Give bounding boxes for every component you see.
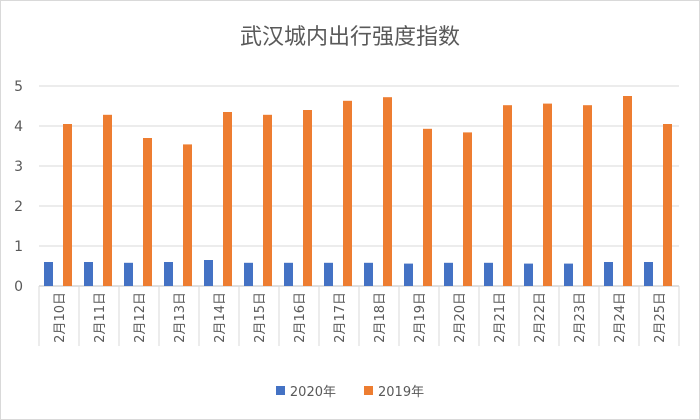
y-tick-label: 5 <box>14 79 23 95</box>
bar-2019年-2月19日 <box>423 128 432 286</box>
bar-2019年-2月17日 <box>343 100 352 286</box>
x-tick-label: 2月21日 <box>493 292 508 343</box>
bar-2020年-2月13日 <box>164 262 173 286</box>
y-tick-label: 2 <box>14 199 23 215</box>
bar-2020年-2月10日 <box>44 262 53 286</box>
x-tick-label: 2月17日 <box>333 292 348 343</box>
bar-2020年-2月11日 <box>84 262 93 286</box>
x-tick-label: 2月18日 <box>373 292 388 343</box>
chart-legend: 2020年 2019年 <box>1 381 699 400</box>
legend-label-2020: 2020年 <box>289 385 336 400</box>
x-tick-label: 2月20日 <box>453 292 468 343</box>
bar-2019年-2月25日 <box>663 124 672 286</box>
bar-2019年-2月18日 <box>383 97 392 286</box>
bar-2019年-2月15日 <box>263 114 272 286</box>
bar-2020年-2月23日 <box>564 263 573 286</box>
bar-2020年-2月25日 <box>644 262 653 286</box>
x-tick-label: 2月25日 <box>653 292 668 343</box>
bar-2020年-2月21日 <box>484 262 493 286</box>
legend-swatch-2019 <box>364 386 373 395</box>
x-tick-label: 2月13日 <box>173 292 188 343</box>
x-tick-label: 2月14日 <box>213 292 228 343</box>
bar-2020年-2月17日 <box>324 262 333 286</box>
chart-title: 武汉城内出行强度指数 <box>239 25 460 50</box>
x-tick-label: 2月19日 <box>413 292 428 343</box>
legend-label-2019: 2019年 <box>378 385 425 400</box>
bar-2019年-2月11日 <box>103 114 112 286</box>
bar-2019年-2月21日 <box>503 105 512 286</box>
bar-2019年-2月10日 <box>63 124 72 286</box>
bar-2019年-2月20日 <box>463 132 472 286</box>
bar-2020年-2月19日 <box>404 263 413 286</box>
bar-2019年-2月22日 <box>543 103 552 286</box>
x-tick-label: 2月11日 <box>93 292 108 343</box>
y-tick-label: 0 <box>14 279 23 295</box>
x-tick-label: 2月15日 <box>253 292 268 343</box>
bar-2019年-2月23日 <box>583 105 592 286</box>
x-tick-label: 2月16日 <box>293 292 308 343</box>
legend-item-2019: 2019年 <box>364 381 424 400</box>
x-tick-label: 2月23日 <box>573 292 588 343</box>
bar-2020年-2月14日 <box>204 260 213 286</box>
y-tick-label: 3 <box>14 159 23 175</box>
bar-2020年-2月22日 <box>524 263 533 286</box>
bar-2020年-2月20日 <box>444 262 453 286</box>
bar-2019年-2月24日 <box>623 96 632 286</box>
bar-2019年-2月13日 <box>183 144 192 286</box>
x-tick-label: 2月22日 <box>533 292 548 343</box>
bar-2020年-2月24日 <box>604 262 613 286</box>
legend-item-2020: 2020年 <box>275 381 336 400</box>
bar-2020年-2月15日 <box>244 262 253 286</box>
x-tick-label: 2月24日 <box>613 292 628 343</box>
x-tick-label: 2月12日 <box>133 292 148 343</box>
x-tick-label: 2月10日 <box>53 292 68 343</box>
bar-2020年-2月12日 <box>124 262 133 286</box>
bar-2020年-2月16日 <box>284 262 293 286</box>
legend-swatch-2020 <box>275 386 285 395</box>
bar-2019年-2月16日 <box>303 110 312 286</box>
bar-2019年-2月14日 <box>223 112 232 286</box>
bar-2019年-2月12日 <box>143 138 152 286</box>
y-tick-label: 4 <box>14 119 23 135</box>
y-tick-label: 1 <box>14 239 23 255</box>
bar-2020年-2月18日 <box>364 262 373 286</box>
